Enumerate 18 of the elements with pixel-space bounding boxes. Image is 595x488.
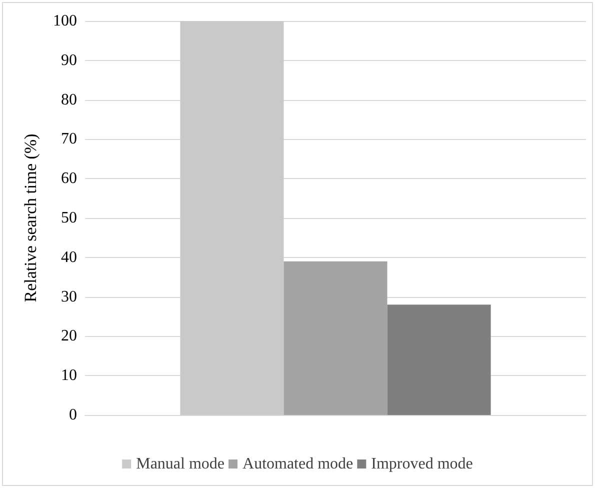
y-tick-label: 0 — [69, 406, 77, 424]
y-tick-label: 30 — [61, 288, 77, 306]
y-tick-label: 10 — [61, 367, 77, 384]
bar — [180, 21, 284, 415]
bar — [284, 261, 388, 415]
y-tick-label: 70 — [61, 130, 77, 148]
y-tick-label: 80 — [61, 91, 77, 108]
y-tick-label: 50 — [61, 210, 77, 226]
y-tick-label: 60 — [61, 170, 77, 188]
y-tick-label: 90 — [61, 52, 77, 69]
y-axis-title: Relative search time (%) — [21, 134, 40, 302]
y-tick-label: 40 — [61, 248, 77, 266]
y-tick-label: 100 — [53, 12, 77, 30]
bar — [387, 304, 491, 415]
y-tick-label: 20 — [61, 328, 77, 345]
legend-label: Automated mode — [242, 456, 354, 472]
legend-label: Manual mode — [136, 456, 225, 472]
legend-label: Improved mode — [371, 456, 473, 472]
